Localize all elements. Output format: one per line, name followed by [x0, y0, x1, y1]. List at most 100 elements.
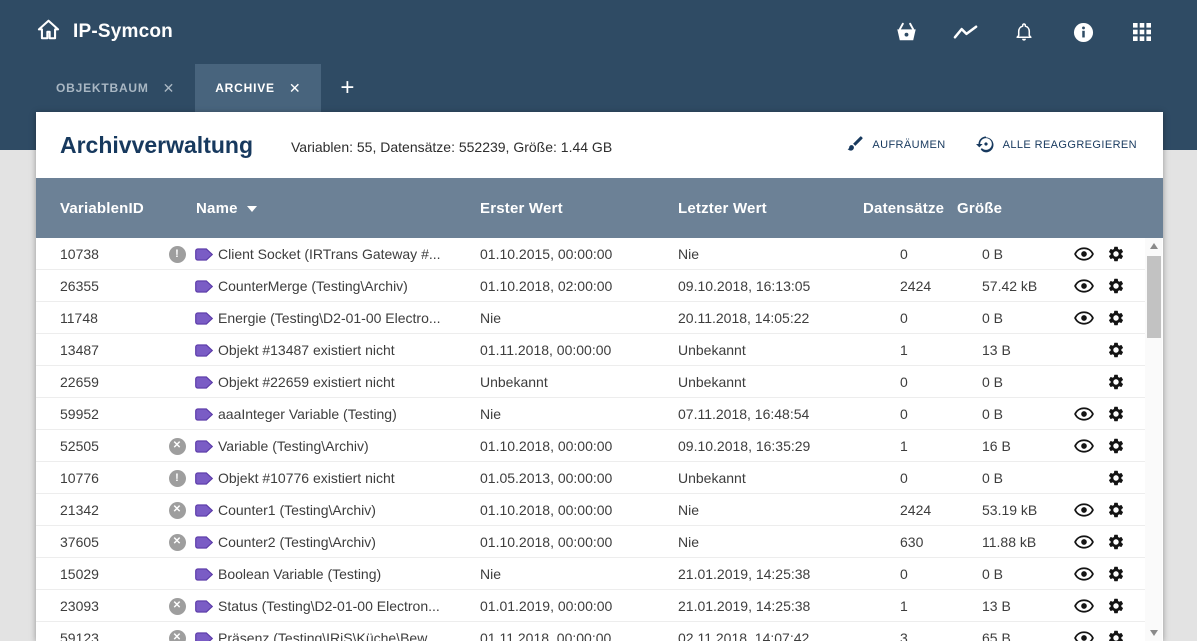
status-cell: ✕ — [166, 526, 188, 558]
cell-variablenid: 11748 — [60, 310, 98, 326]
variable-tag-icon — [192, 334, 216, 366]
cell-groesse: 11.88 kB — [982, 534, 1037, 550]
cell-datensaetze: 1 — [900, 598, 908, 614]
cell-datensaetze: 0 — [900, 310, 908, 326]
edit-settings-gear-icon[interactable] — [1104, 462, 1128, 494]
table-row[interactable]: 13487 Objekt #13487 existiert nicht 01.1… — [36, 334, 1145, 366]
view-data-eye-icon[interactable] — [1072, 270, 1096, 302]
column-header-letzter-wert[interactable]: Letzter Wert — [678, 199, 767, 217]
table-row[interactable]: 15029 Boolean Variable (Testing) Nie 21.… — [36, 558, 1145, 590]
sort-desc-icon — [246, 206, 257, 212]
cell-letzter-wert: Nie — [678, 502, 700, 518]
view-data-eye-icon[interactable] — [1072, 494, 1096, 526]
tab-objektbaum[interactable]: OBJEKTBAUM ✕ — [36, 64, 195, 112]
tab-archive[interactable]: ARCHIVE ✕ — [195, 64, 322, 112]
graph-icon[interactable] — [946, 13, 984, 51]
edit-settings-gear-icon[interactable] — [1104, 238, 1128, 270]
cell-name: Objekt #22659 existiert nicht — [218, 374, 395, 390]
cell-letzter-wert: Unbekannt — [678, 470, 746, 486]
column-header-erster-wert[interactable]: Erster Wert — [480, 199, 563, 217]
view-data-eye-icon[interactable] — [1072, 430, 1096, 462]
table-row[interactable]: 21342 ✕ Counter1 (Testing\Archiv) 01.10.… — [36, 494, 1145, 526]
cell-variablenid: 10776 — [60, 470, 99, 486]
edit-settings-gear-icon[interactable] — [1104, 302, 1128, 334]
info-icon[interactable] — [1064, 13, 1102, 51]
view-data-eye-icon[interactable] — [1072, 398, 1096, 430]
edit-settings-gear-icon[interactable] — [1104, 590, 1128, 622]
notifications-bell-icon[interactable] — [1005, 13, 1043, 51]
edit-settings-gear-icon[interactable] — [1104, 494, 1128, 526]
cell-erster-wert: Nie — [480, 566, 502, 582]
table-row[interactable]: 59123 ✕ Präsenz (Testing\IRiS\Küche\Bew.… — [36, 622, 1145, 641]
add-tab-button[interactable]: + — [340, 74, 355, 101]
view-data-eye-icon[interactable] — [1072, 302, 1096, 334]
alle-reaggregieren-button[interactable]: ALLE REAGGREGIEREN — [975, 134, 1137, 157]
table-row[interactable]: 22659 Objekt #22659 existiert nicht Unbe… — [36, 366, 1145, 398]
column-header-name[interactable]: Name — [196, 178, 257, 238]
app-bar: IP-Symcon — [0, 0, 1197, 64]
variable-tag-icon — [192, 558, 216, 590]
cell-datensaetze: 2424 — [900, 278, 932, 294]
view-data-eye-icon[interactable] — [1072, 622, 1096, 641]
close-icon[interactable]: ✕ — [162, 80, 176, 96]
close-icon[interactable]: ✕ — [288, 80, 302, 96]
cell-variablenid: 10738 — [60, 246, 99, 262]
apps-grid-icon[interactable] — [1123, 13, 1161, 51]
edit-settings-gear-icon[interactable] — [1104, 526, 1128, 558]
table-row[interactable]: 23093 ✕ Status (Testing\D2-01-00 Electro… — [36, 590, 1145, 622]
table-row[interactable]: 11748 Energie (Testing\D2-01-00 Electro.… — [36, 302, 1145, 334]
edit-settings-gear-icon[interactable] — [1104, 558, 1128, 590]
view-data-eye-icon[interactable] — [1072, 526, 1096, 558]
cell-datensaetze: 630 — [900, 534, 924, 550]
cell-erster-wert: 01.01.2019, 00:00:00 — [480, 598, 613, 614]
column-header-datensaetze[interactable]: Datensätze — [863, 199, 945, 217]
view-data-eye-icon[interactable] — [1072, 590, 1096, 622]
variable-tag-icon — [192, 590, 216, 622]
scroll-up-button[interactable] — [1145, 238, 1162, 254]
cell-letzter-wert: 02.11.2018, 14:07:42 — [678, 630, 810, 641]
store-basket-icon[interactable] — [887, 13, 925, 51]
cell-name: Status (Testing\D2-01-00 Electron... — [218, 598, 440, 614]
cell-name: Objekt #10776 existiert nicht — [218, 470, 395, 486]
edit-settings-gear-icon[interactable] — [1104, 430, 1128, 462]
scrollbar-thumb[interactable] — [1146, 256, 1161, 338]
cell-groesse: 65 B — [982, 630, 1011, 641]
edit-settings-gear-icon[interactable] — [1104, 366, 1128, 398]
edit-settings-gear-icon[interactable] — [1104, 270, 1128, 302]
error-icon: ✕ — [168, 597, 186, 615]
reaggregate-icon — [975, 134, 996, 157]
cell-erster-wert: 01.05.2013, 00:00:00 — [480, 470, 613, 486]
vertical-scrollbar[interactable] — [1145, 238, 1162, 641]
cell-erster-wert: Unbekannt — [480, 374, 548, 390]
view-data-eye-icon[interactable] — [1072, 558, 1096, 590]
edit-settings-gear-icon[interactable] — [1104, 398, 1128, 430]
edit-settings-gear-icon[interactable] — [1104, 622, 1128, 641]
table-row[interactable]: 52505 ✕ Variable (Testing\Archiv) 01.10.… — [36, 430, 1145, 462]
tab-label: OBJEKTBAUM — [56, 81, 149, 95]
scroll-down-button[interactable] — [1145, 625, 1162, 641]
app-title: IP-Symcon — [73, 21, 173, 42]
table-row[interactable]: 37605 ✕ Counter2 (Testing\Archiv) 01.10.… — [36, 526, 1145, 558]
cell-name: Boolean Variable (Testing) — [218, 566, 382, 582]
column-header-groesse[interactable]: Größe — [957, 199, 1003, 217]
edit-settings-gear-icon[interactable] — [1104, 334, 1128, 366]
table-row[interactable]: 10738 ! Client Socket (IRTrans Gateway #… — [36, 238, 1145, 270]
view-data-eye-icon[interactable] — [1072, 238, 1096, 270]
table-row[interactable]: 59952 aaaInteger Variable (Testing) Nie … — [36, 398, 1145, 430]
variable-tag-icon — [192, 494, 216, 526]
aufraeumen-button[interactable]: AUFRÄUMEN — [846, 134, 945, 156]
status-cell: ✕ — [166, 590, 188, 622]
variable-tag-icon — [192, 462, 216, 494]
variable-tag-icon — [192, 430, 216, 462]
app-logo[interactable]: IP-Symcon — [36, 18, 173, 46]
cell-datensaetze: 0 — [900, 406, 908, 422]
triangle-down-icon — [1149, 630, 1158, 636]
cell-letzter-wert: 09.10.2018, 16:35:29 — [678, 438, 811, 454]
table-row[interactable]: 26355 CounterMerge (Testing\Archiv) 01.1… — [36, 270, 1145, 302]
table-row[interactable]: 10776 ! Objekt #10776 existiert nicht 01… — [36, 462, 1145, 494]
status-cell: ✕ — [166, 430, 188, 462]
archive-stats: Variablen: 55, Datensätze: 552239, Größe… — [291, 139, 613, 155]
aufraeumen-label: AUFRÄUMEN — [872, 139, 946, 151]
column-header-variablenid[interactable]: VariablenID — [60, 199, 144, 217]
cell-groesse: 0 B — [982, 310, 1004, 326]
